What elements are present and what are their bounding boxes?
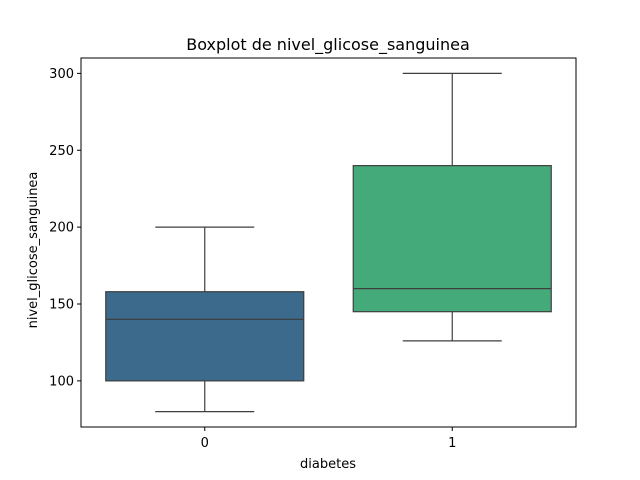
x-axis-label: diabetes (300, 457, 356, 472)
x-tick-label: 1 (448, 436, 456, 451)
y-axis-label: nivel_glicose_sanguinea (26, 172, 41, 329)
plot-area-frame (80, 57, 577, 428)
chart-title: Boxplot de nivel_glicose_sanguinea (186, 35, 470, 55)
x-tick-label: 0 (201, 436, 209, 451)
iqr-box (352, 165, 552, 313)
iqr-box (105, 291, 305, 382)
y-tick-label: 300 (49, 67, 74, 82)
y-tick-label: 200 (49, 221, 74, 236)
y-axis: 100 150 200 250 300 (49, 67, 81, 389)
y-tick-label: 150 (49, 298, 74, 313)
box-group-1 (352, 72, 552, 342)
box-group-0 (105, 226, 305, 413)
boxes-layer (105, 72, 552, 413)
y-tick-label: 100 (49, 374, 74, 389)
y-tick-label: 250 (49, 144, 74, 159)
